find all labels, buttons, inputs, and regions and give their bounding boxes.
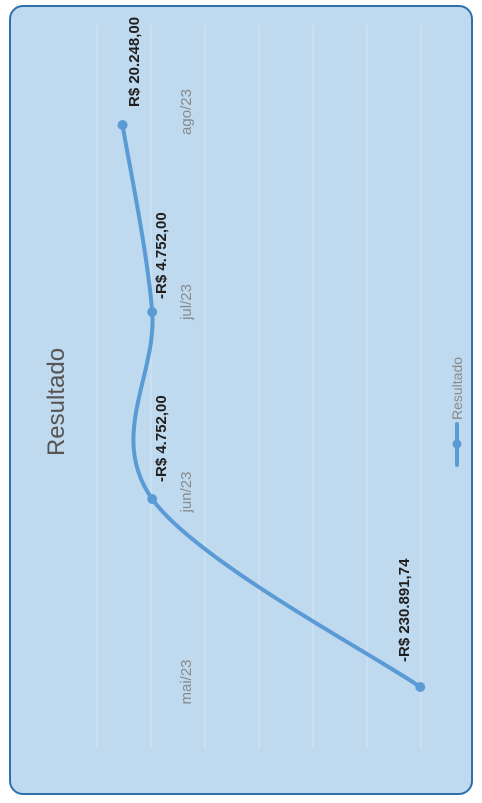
category-label: jun/23 [178, 472, 195, 514]
data-point [147, 494, 158, 504]
chart-title: Resultado [43, 348, 70, 456]
series-line-resultado [120, 123, 423, 689]
data-points [117, 120, 426, 692]
data-label: R$ 20.248,00 [126, 17, 143, 107]
category-label: ago/23 [178, 89, 195, 135]
legend-label-resultado: Resultado [449, 357, 465, 420]
data-point [415, 682, 426, 692]
legend: Resultado [449, 357, 465, 467]
data-point [117, 120, 128, 130]
data-label: -R$ 4.752,00 [153, 395, 170, 482]
data-labels: -R$ 230.891,74 -R$ 4.752,00 -R$ 4.752,00 R$… [126, 17, 413, 662]
category-label: jul/23 [178, 284, 195, 321]
category-labels: mai/23 jun/23 jul/23 ago/23 [178, 89, 195, 704]
chart-frame: mai/23 jun/23 jul/23 ago/23 -R$ 230.891,74-… [9, 5, 473, 795]
legend-marker [452, 439, 462, 449]
grid-layer [96, 25, 422, 749]
data-label: -R$ 230.891,74 [396, 558, 413, 662]
data-point [147, 307, 158, 317]
data-label: -R$ 4.752,00 [153, 212, 170, 299]
category-label: mai/23 [178, 659, 195, 704]
